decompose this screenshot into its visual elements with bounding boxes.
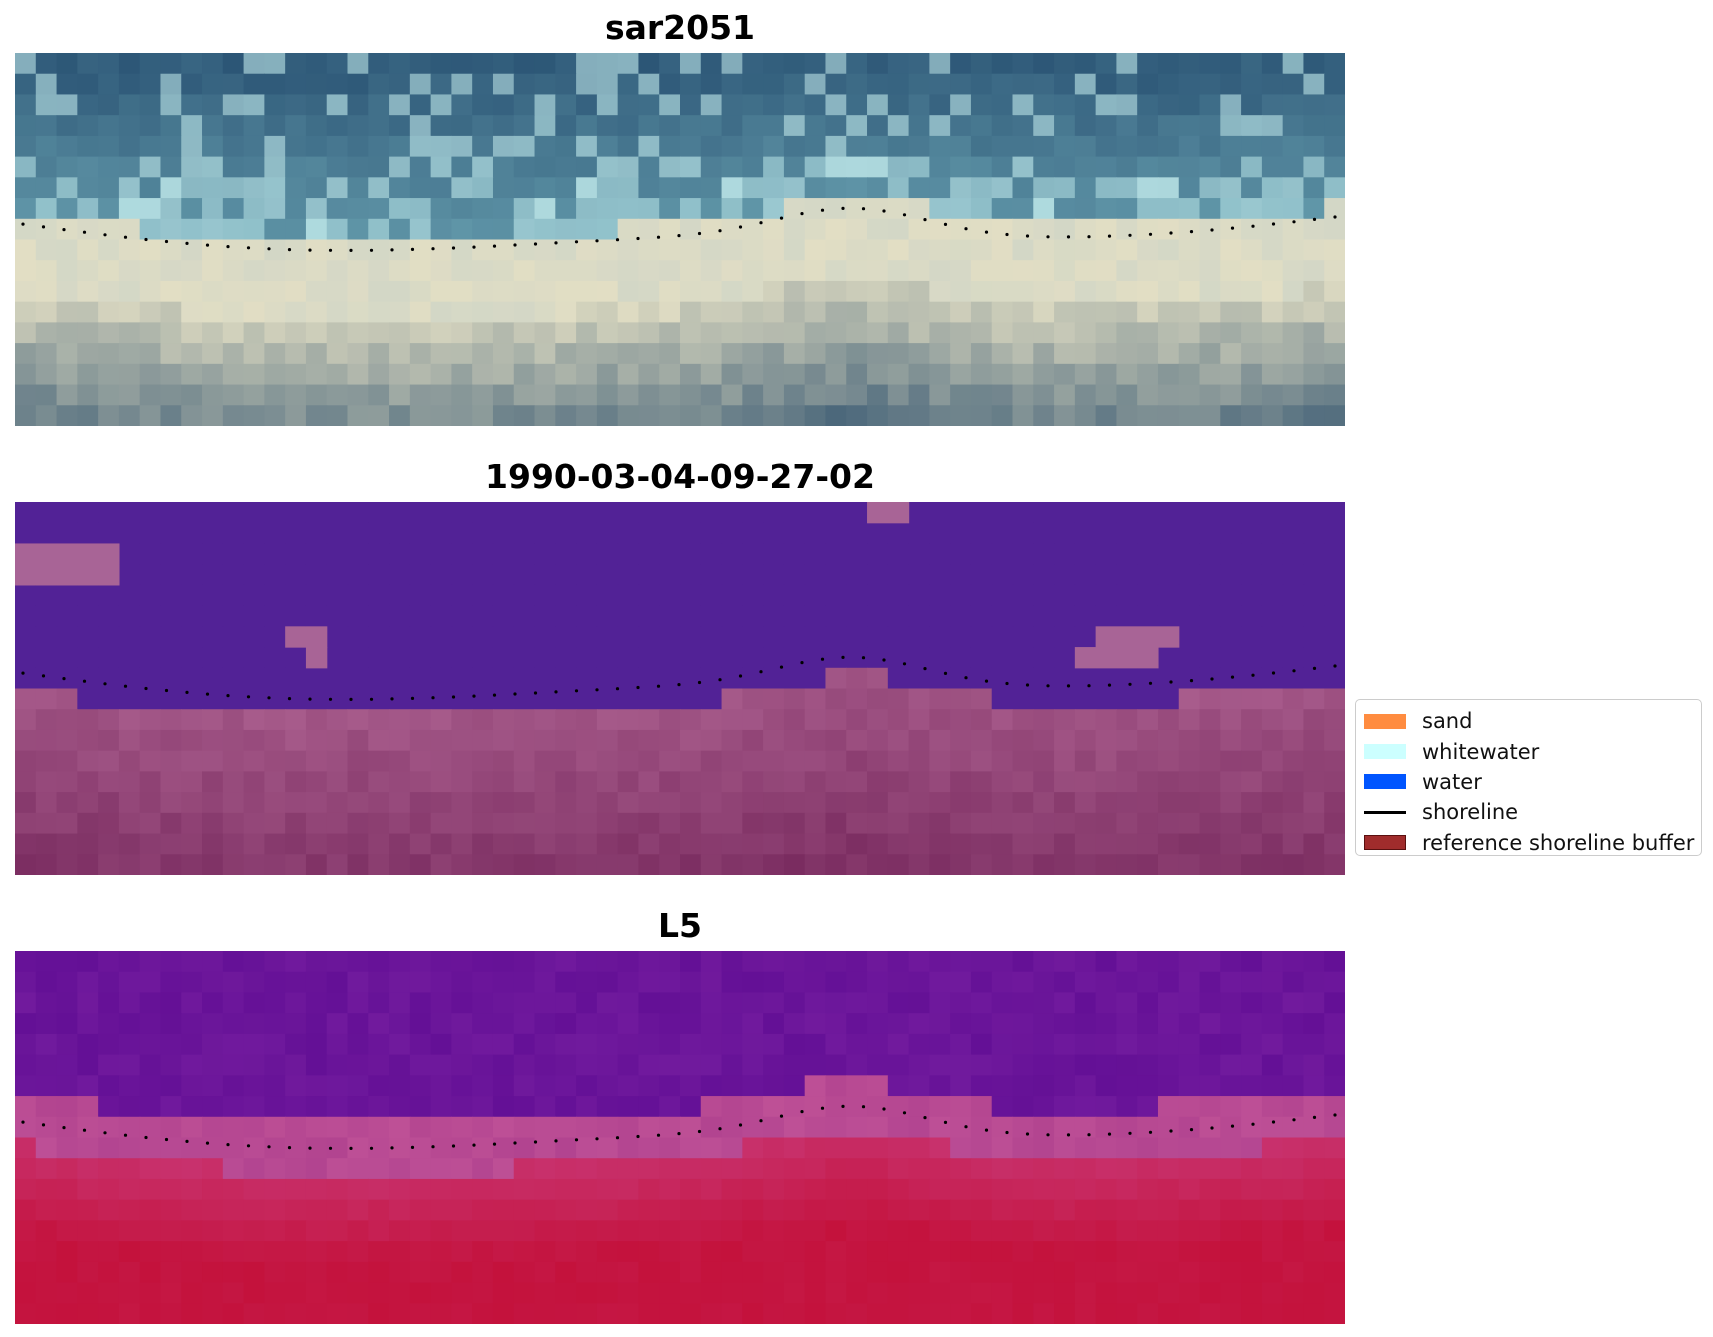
legend-swatch-shoreline: [1364, 810, 1406, 814]
panel-title-date: 1990-03-04-09-27-02: [485, 457, 875, 496]
legend-swatch-reference-buffer: [1364, 835, 1406, 851]
legend-swatch-sand: [1364, 713, 1406, 729]
panel-sar-image: [15, 53, 1345, 426]
legend-label-reference-buffer: reference shoreline buffer: [1422, 830, 1695, 855]
legend-item-whitewater: whitewater: [1364, 736, 1693, 766]
l5-index-image: [15, 951, 1345, 1324]
legend-item-water: water: [1364, 767, 1693, 797]
classification-image: [15, 502, 1345, 875]
legend-label-whitewater: whitewater: [1422, 739, 1540, 764]
sar-rgb-image: [15, 53, 1345, 426]
legend-swatch-water: [1364, 774, 1406, 790]
panel-title-sar: sar2051: [604, 8, 756, 47]
legend-label-shoreline: shoreline: [1422, 800, 1519, 825]
legend-item-shoreline: shoreline: [1364, 797, 1693, 827]
legend-item-reference-buffer: reference shoreline buffer: [1364, 828, 1695, 858]
legend: sand whitewater water shoreline referenc…: [1355, 699, 1702, 856]
legend-label-water: water: [1422, 769, 1482, 794]
panel-classification-image: [15, 502, 1345, 875]
panel-title-l5: L5: [658, 906, 702, 945]
shoreline-dots: [21, 1104, 1337, 1150]
panel-l5-image: [15, 951, 1345, 1324]
shoreline-dots: [21, 655, 1337, 701]
legend-item-sand: sand: [1364, 706, 1693, 736]
legend-swatch-whitewater: [1364, 744, 1406, 760]
legend-label-sand: sand: [1422, 709, 1473, 734]
shoreline-dots: [21, 206, 1337, 252]
